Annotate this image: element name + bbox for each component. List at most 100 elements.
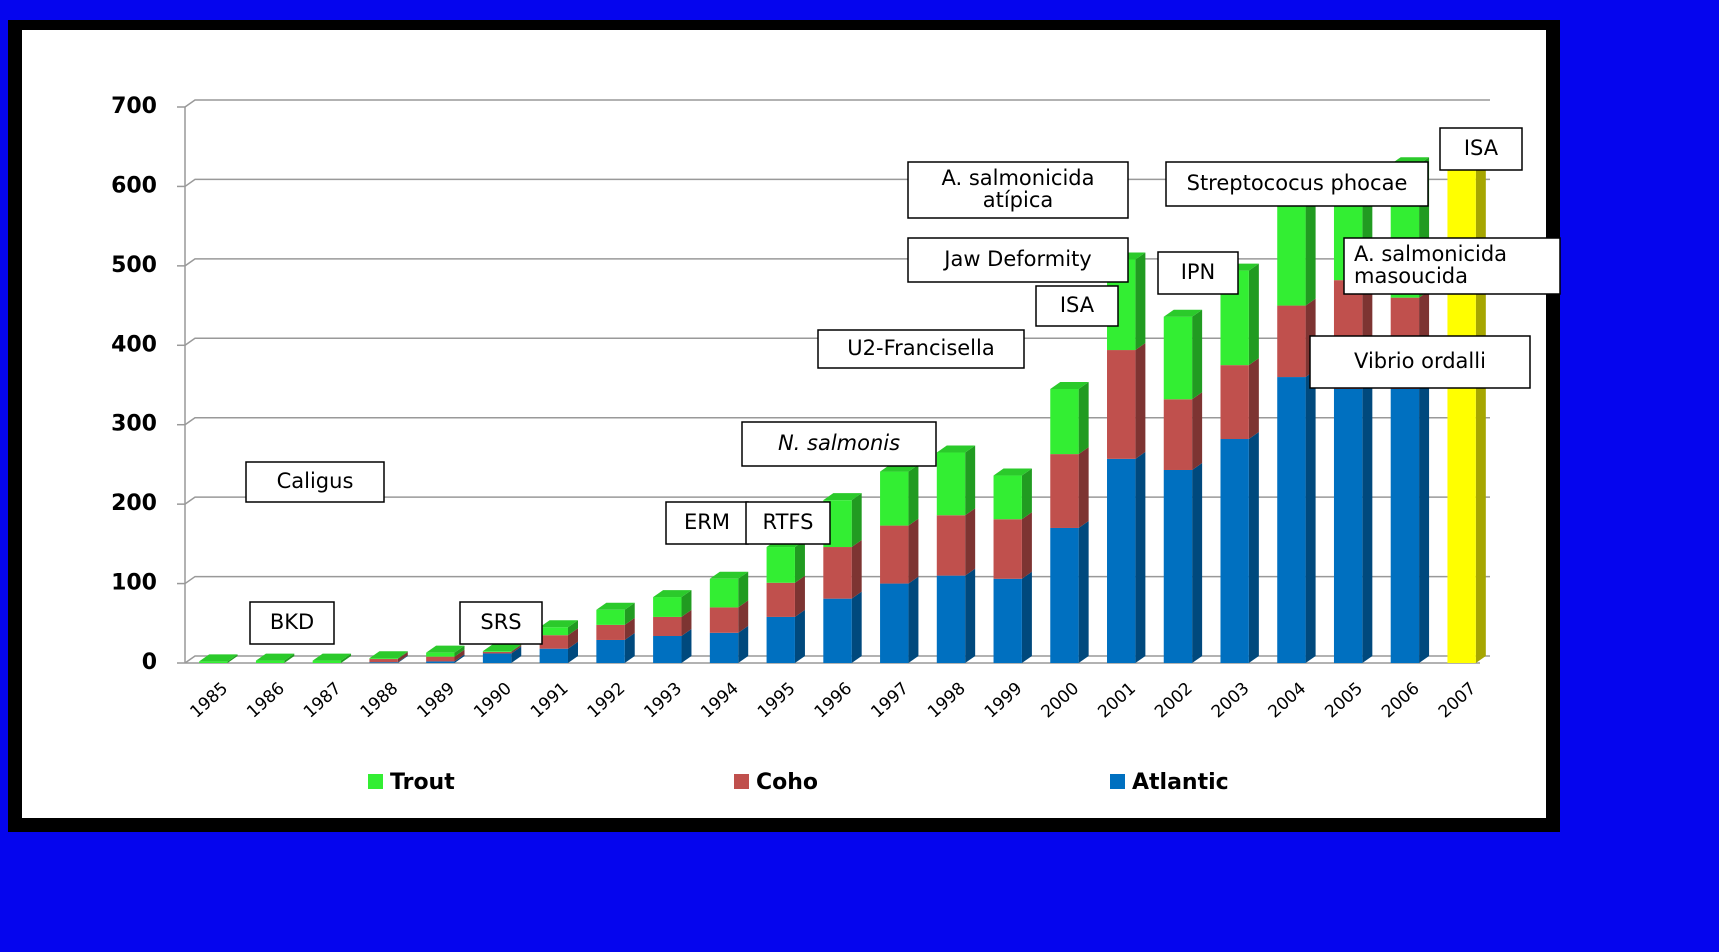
annotation: ISA: [1060, 293, 1095, 317]
bar: [199, 661, 228, 663]
annotation-box: [1439, 127, 1523, 171]
y-tick-label: 100: [111, 571, 157, 596]
bar: [1050, 454, 1079, 528]
annotation: SRS: [480, 610, 521, 634]
annotation: A. salmonicida: [941, 166, 1094, 190]
bar-side: [397, 655, 408, 663]
bar-side: [1192, 462, 1203, 663]
bar-side: [1078, 381, 1089, 455]
bar-side: [851, 493, 862, 548]
bar-side: [624, 602, 635, 625]
bar-side: [1248, 358, 1259, 440]
bar-top: [653, 590, 692, 598]
bar-side: [965, 508, 976, 576]
bar: [426, 656, 455, 662]
bar-top: [993, 468, 1032, 476]
annotation-box: [907, 161, 1129, 219]
annotation-box: [245, 461, 385, 503]
bar: [993, 475, 1022, 520]
bar-side: [965, 445, 976, 516]
bar-top: [596, 602, 635, 610]
bar-side: [851, 591, 862, 663]
bar-side: [681, 590, 692, 617]
bar: [880, 525, 909, 584]
bar: [539, 648, 568, 663]
annotation-box: [665, 501, 749, 545]
bar: [709, 578, 739, 608]
bar-side: [567, 620, 578, 636]
bar-side: [681, 628, 692, 663]
bar: [482, 653, 512, 663]
bar-top: [426, 645, 465, 653]
bar: [255, 660, 285, 663]
annotation: N. salmonis: [778, 431, 900, 455]
bar-side: [794, 575, 805, 617]
bar-top: [1050, 381, 1089, 389]
bar-top: [539, 620, 578, 628]
bar-side: [397, 651, 408, 660]
bar-side: [624, 632, 635, 663]
bar: [426, 652, 455, 657]
annotation: ERM: [684, 510, 730, 534]
bar: [482, 651, 512, 652]
bar: [653, 616, 682, 636]
annotation-box: [249, 601, 335, 645]
annotation: BKD: [270, 610, 314, 634]
bar-top: [936, 445, 976, 453]
bar-side: [738, 625, 749, 663]
bar-top: [255, 653, 295, 661]
bar: [993, 578, 1022, 663]
bar-side: [908, 518, 919, 584]
bar: [596, 624, 625, 640]
bar-side: [567, 641, 578, 663]
bar: [1163, 469, 1193, 663]
bar-side: [1419, 381, 1430, 663]
bar-side: [1362, 381, 1373, 663]
bar-top: [1163, 309, 1203, 317]
bar-side: [1192, 309, 1203, 400]
bar: [1277, 196, 1306, 306]
bar-side: [1135, 451, 1146, 663]
annotation-box: [459, 601, 543, 645]
bar-side: [1248, 432, 1259, 663]
legend-label: Trout: [390, 770, 455, 795]
annotation: Caligus: [277, 469, 354, 493]
bar: [1050, 527, 1079, 663]
bar: [1220, 439, 1249, 663]
bar: [880, 583, 909, 663]
bar: [880, 471, 909, 526]
annotation: Vibrio ordalli: [1354, 349, 1486, 373]
bar: [1333, 388, 1363, 663]
bar-side: [1305, 189, 1316, 306]
bar: [369, 659, 398, 663]
bar: [936, 575, 966, 663]
bar-side: [738, 600, 749, 633]
bar: [482, 651, 512, 654]
annotation-box: [1165, 161, 1429, 207]
legend-label: Atlantic: [1132, 770, 1229, 795]
annotation-box: [1309, 335, 1531, 389]
bar-side: [965, 568, 976, 663]
bar: [596, 639, 625, 663]
bar: [993, 519, 1022, 579]
bar-side: [1192, 392, 1203, 470]
bar-side: [227, 654, 238, 663]
bar: [823, 547, 852, 599]
annotation-box: [817, 329, 1025, 369]
bar: [1390, 388, 1420, 663]
bar: [596, 609, 625, 625]
bar-top: [823, 493, 862, 501]
bar-side: [511, 644, 522, 654]
annotation: ISA: [1464, 136, 1499, 160]
grid-line: [184, 99, 1490, 108]
bar-top: [482, 644, 522, 652]
bar-side: [1021, 571, 1032, 663]
bar-side: [511, 644, 522, 652]
bar-side: [1305, 370, 1316, 663]
bar-top: [709, 571, 749, 579]
annotation: masoucida: [1354, 264, 1468, 288]
annotation-box: [1157, 251, 1239, 295]
bar-side: [1135, 252, 1146, 351]
bar: [653, 635, 682, 663]
